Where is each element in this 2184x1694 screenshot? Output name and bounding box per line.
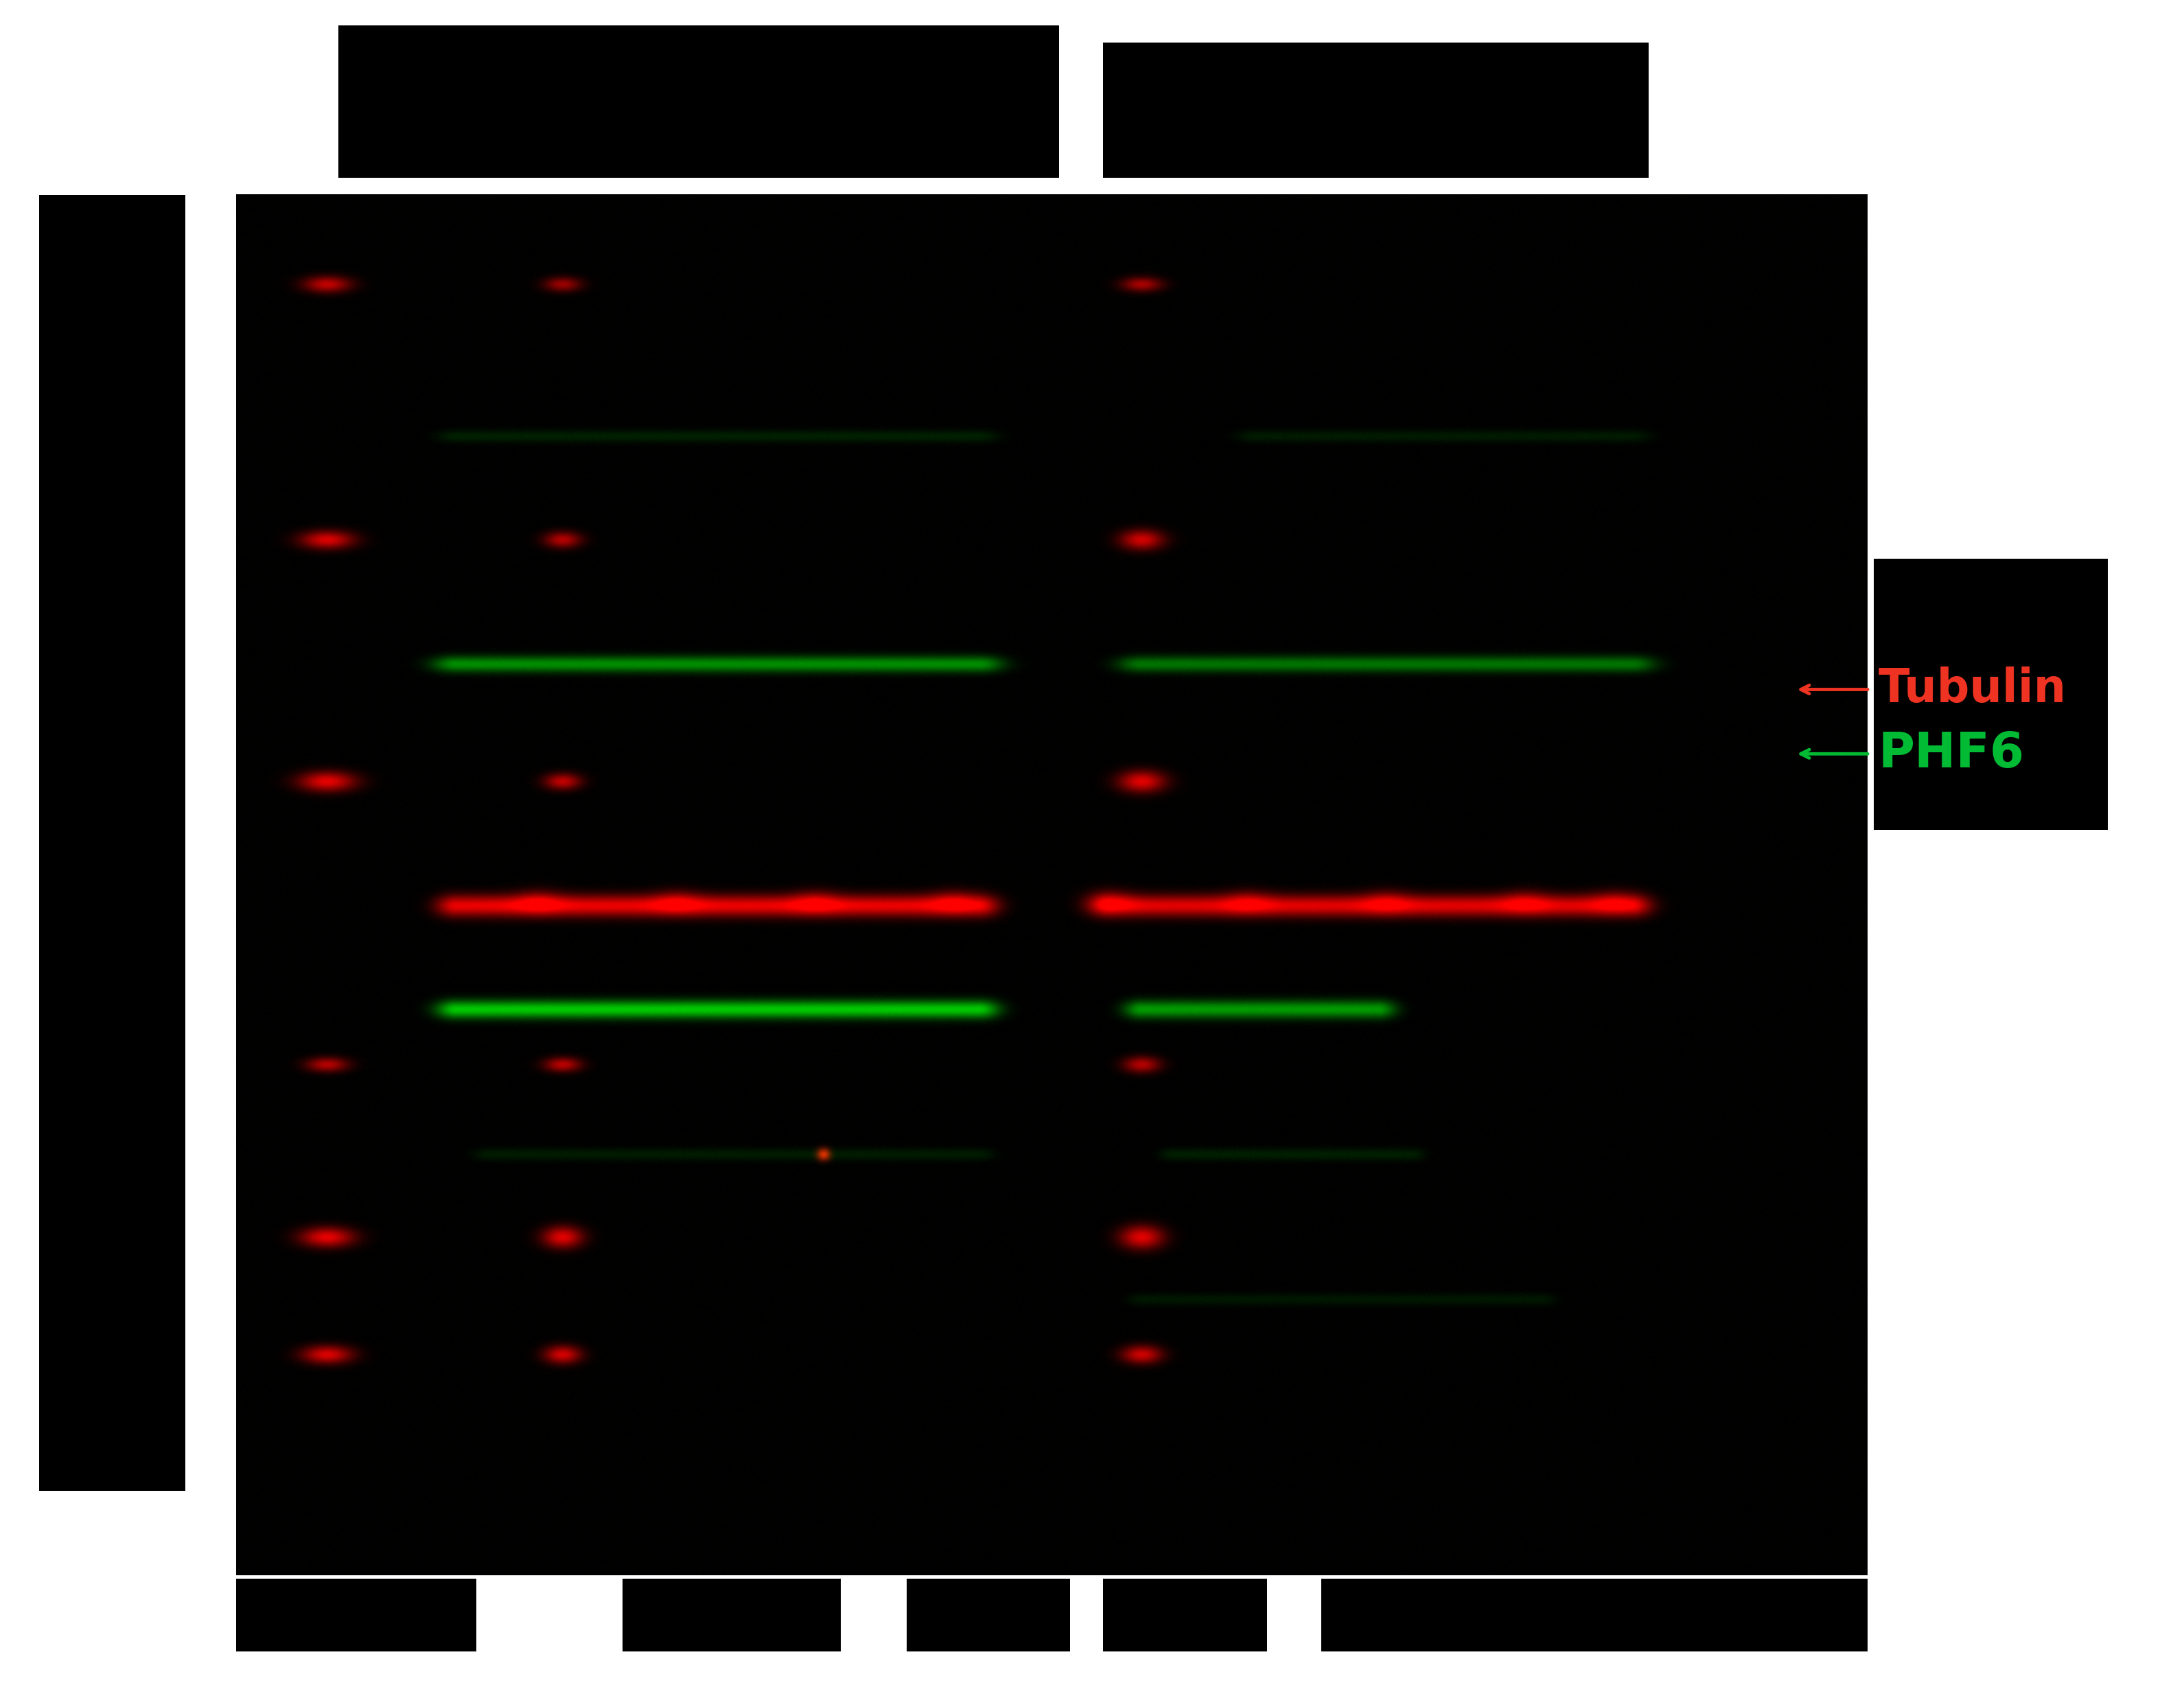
FancyBboxPatch shape xyxy=(622,1579,841,1652)
FancyBboxPatch shape xyxy=(1874,559,2108,830)
FancyBboxPatch shape xyxy=(1321,1579,1867,1652)
Text: Tubulin: Tubulin xyxy=(1878,667,2066,711)
FancyBboxPatch shape xyxy=(339,25,1059,178)
Text: PHF6: PHF6 xyxy=(1878,730,2025,778)
FancyBboxPatch shape xyxy=(39,195,186,1491)
FancyBboxPatch shape xyxy=(1103,1579,1267,1652)
FancyBboxPatch shape xyxy=(906,1579,1070,1652)
FancyBboxPatch shape xyxy=(236,1579,476,1652)
FancyBboxPatch shape xyxy=(1103,42,1649,178)
